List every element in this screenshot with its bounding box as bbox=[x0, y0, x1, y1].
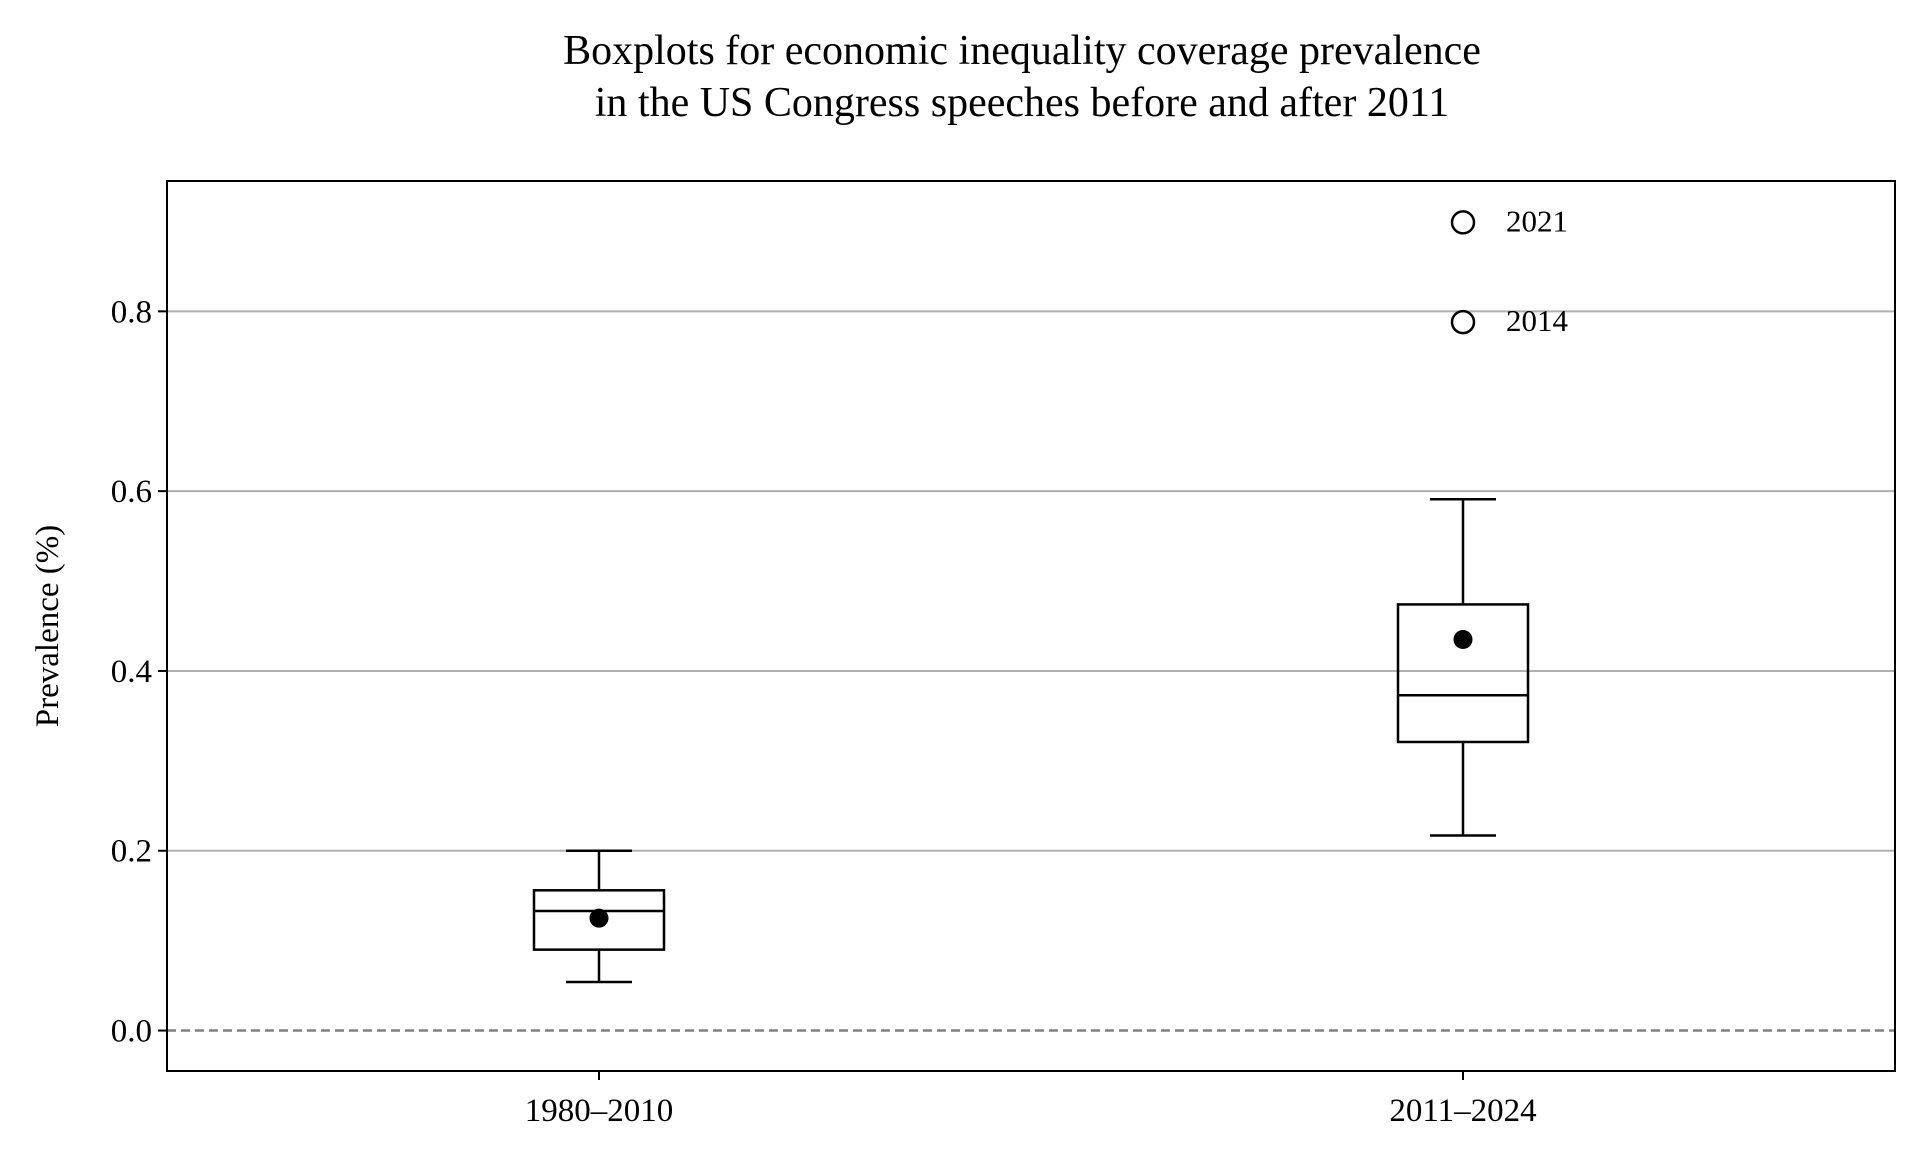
outlier-point bbox=[1450, 210, 1476, 235]
y-axis-label: Prevalence (%) bbox=[30, 525, 66, 727]
x-tick-label: 2011–2024 bbox=[1389, 1093, 1536, 1129]
box-group bbox=[532, 849, 666, 984]
y-tick-label: 0.2 bbox=[111, 834, 152, 870]
plot-frame bbox=[166, 180, 1896, 1072]
outlier-label: 2021 bbox=[1506, 203, 1568, 238]
y-tick-label: 0.0 bbox=[111, 1014, 152, 1050]
mean-marker bbox=[589, 908, 609, 928]
box-layer: 2021 2014 bbox=[532, 203, 1569, 984]
box-group: 2021 2014 bbox=[1396, 203, 1569, 837]
iqr-box bbox=[532, 889, 666, 951]
outlier-point bbox=[1450, 309, 1476, 335]
grid-layer bbox=[167, 310, 1895, 852]
x-tick-label: 1980–2010 bbox=[525, 1093, 674, 1129]
tick-layer: 0.0 0.2 0.4 0.6 0.8 1980–2010 2011–2024 bbox=[111, 294, 1537, 1129]
mean-marker bbox=[1453, 629, 1473, 649]
iqr-box bbox=[1396, 603, 1530, 744]
y-tick-label: 0.6 bbox=[111, 474, 152, 510]
outlier-label: 2014 bbox=[1506, 303, 1569, 338]
chart-title-line-1: Boxplots for economic inequality coverag… bbox=[563, 28, 1481, 74]
y-tick-label: 0.4 bbox=[111, 654, 152, 690]
chart-title-line-2: in the US Congress speeches before and a… bbox=[595, 80, 1450, 126]
y-tick-label: 0.8 bbox=[111, 294, 152, 330]
